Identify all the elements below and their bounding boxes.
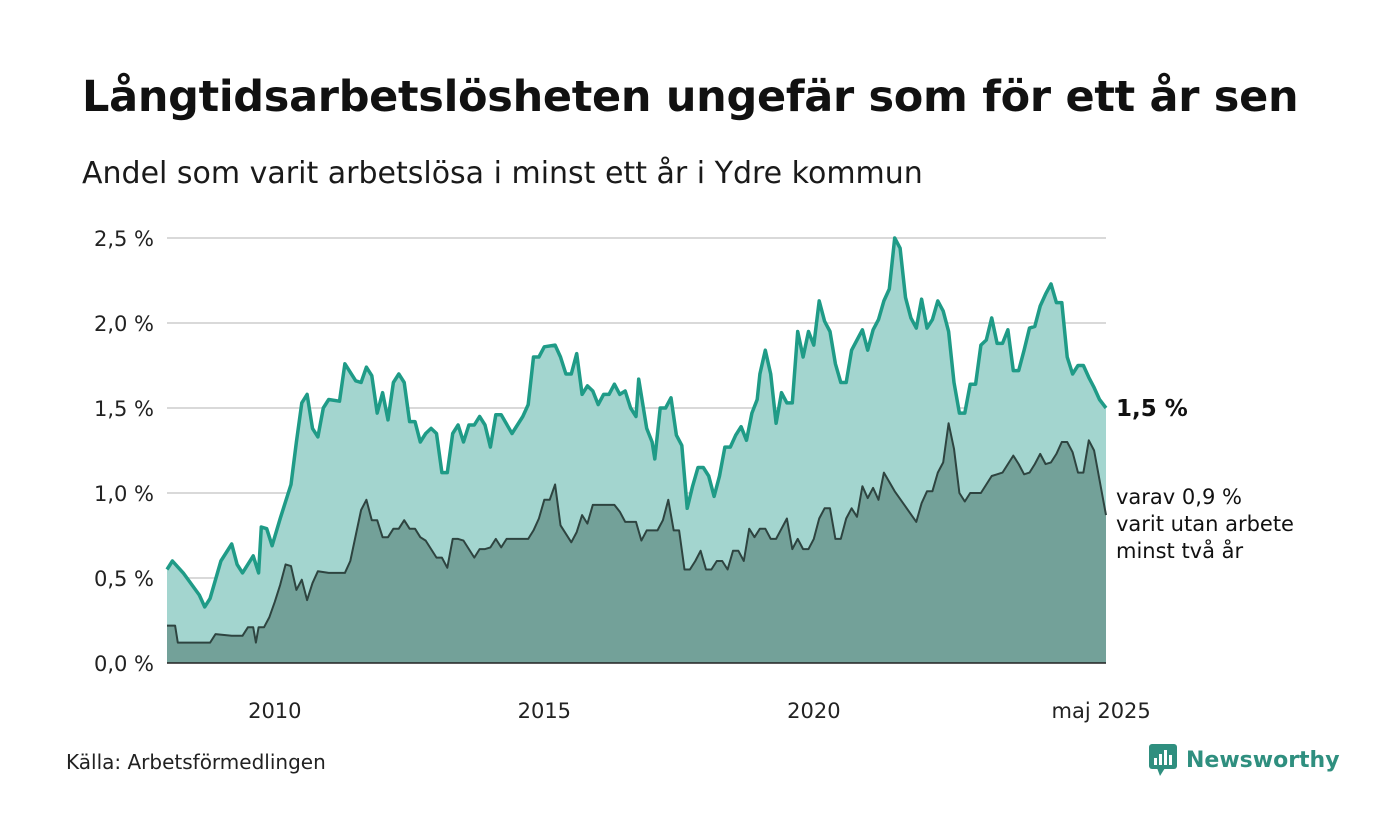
y-tick-label: 2,5 % <box>94 227 154 251</box>
newsworthy-logo-icon <box>1149 744 1177 776</box>
brand: Newsworthy <box>1148 743 1340 777</box>
end-value-label: 1,5 % <box>1116 396 1188 422</box>
source-note: Källa: Arbetsförmedlingen <box>66 750 326 774</box>
x-tick-label: 2010 <box>248 699 301 723</box>
y-axis-ticks: 0,0 % 0,5 % 1,0 % 1,5 % 2,0 % 2,5 % <box>94 227 154 676</box>
y-tick-label: 0,0 % <box>94 652 154 676</box>
x-tick-label: 2015 <box>518 699 571 723</box>
brand-name: Newsworthy <box>1186 747 1340 773</box>
note-line-3: minst två år <box>1116 538 1244 563</box>
chart-subtitle: Andel som varit arbetslösa i minst ett å… <box>82 156 923 191</box>
area-chart: 0,0 %0,5 %1,0 %1,5 %2,0 %2,5 % 2010 2015 2… <box>94 227 1294 723</box>
chart-title: Långtidsarbetslösheten ungefär som för e… <box>82 72 1299 122</box>
series-two_year-area <box>167 423 1106 663</box>
area-series <box>165 236 1108 664</box>
y-tick-label: 0,5 % <box>94 567 154 591</box>
series-long-line <box>165 236 1108 609</box>
note-line-2: varit utan arbete <box>1116 512 1294 536</box>
note-line-1: varav 0,9 % <box>1116 485 1242 509</box>
series-two_year-line <box>167 422 1107 644</box>
y-tick-label: 2,0 % <box>94 312 154 336</box>
x-axis-ticks: 2010 2015 2020 maj 2025 <box>248 699 1151 723</box>
y-tick-label: 1,0 % <box>94 482 154 506</box>
y-tick-label: 1,5 % <box>94 397 154 421</box>
x-tick-label: maj 2025 <box>1052 699 1151 723</box>
x-tick-label: 2020 <box>787 699 840 723</box>
